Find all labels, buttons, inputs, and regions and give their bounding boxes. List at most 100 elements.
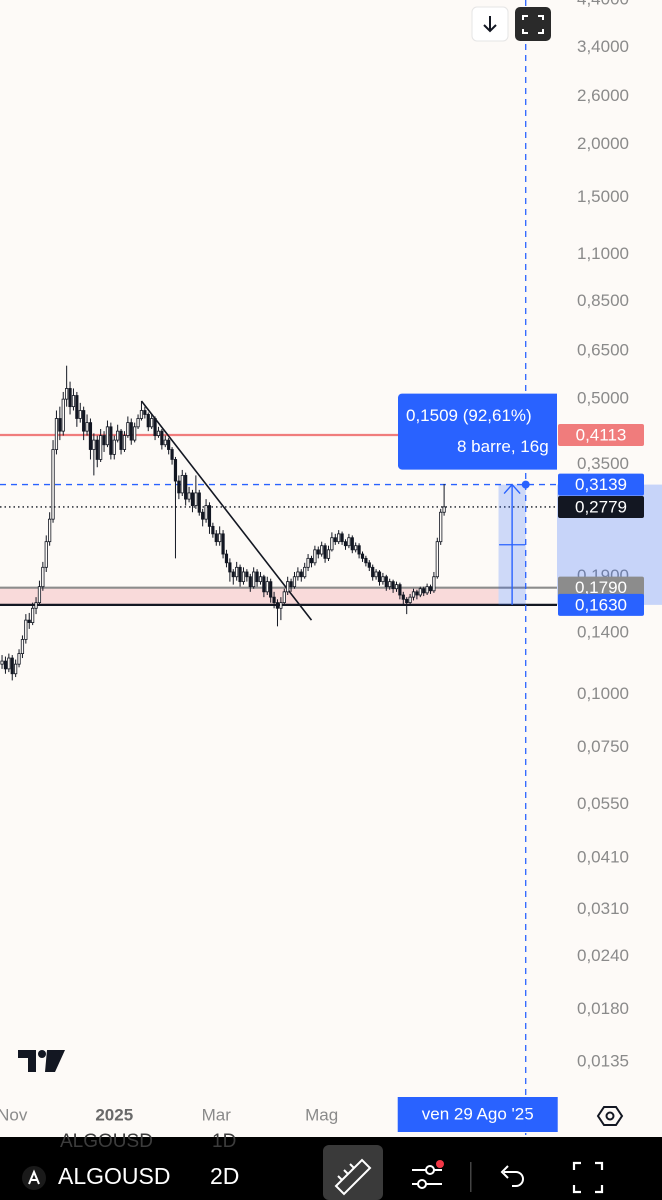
candle-body [248, 576, 252, 588]
candle-body [75, 395, 79, 419]
candle-body [211, 525, 215, 535]
candle-body [439, 511, 443, 543]
chart-settings-button[interactable] [596, 1106, 624, 1126]
candle-body [3, 660, 8, 670]
candle-body [187, 492, 191, 500]
candle-body [442, 506, 446, 513]
candle-body [255, 571, 259, 583]
candle-body [313, 549, 317, 564]
candle-body [425, 586, 429, 594]
fullscreen-toggle[interactable] [572, 1161, 604, 1194]
candle-body [143, 410, 147, 415]
candle-body [238, 566, 242, 583]
candle-body [167, 439, 171, 450]
tooltip-box [398, 393, 557, 470]
symbol-icon[interactable] [22, 1166, 46, 1190]
candle-body [279, 602, 283, 609]
candle-body [190, 492, 195, 506]
candle-body [432, 576, 436, 592]
tradingview-logo [18, 1050, 65, 1072]
candle-body [411, 591, 416, 598]
candle-body [61, 398, 65, 432]
interval[interactable]: 2D [210, 1163, 239, 1189]
y-tick-label: 1,1000 [577, 244, 629, 263]
candle-body [282, 591, 286, 604]
candle-body [173, 459, 178, 482]
ghost-symbol: ALGOUSD [60, 1131, 153, 1152]
candle-body [364, 557, 368, 564]
indicators-button[interactable] [412, 1160, 444, 1189]
candle-body [384, 576, 388, 588]
measure-tooltip: 0,1509 (92,61%) 8 barre, 16g [398, 393, 557, 470]
candle-body [296, 571, 300, 578]
overlay: 0,1509 (92,61%) 8 barre, 16g [398, 0, 557, 1135]
x-tick-label: Nov [0, 1105, 28, 1124]
toolbar-divider [470, 1162, 472, 1192]
candle-body [323, 545, 327, 559]
y-tick-label: 2,0000 [577, 134, 629, 153]
candle-body [394, 584, 399, 590]
candle-body [418, 588, 422, 596]
y-tick-label: 0,6500 [577, 340, 629, 359]
candle-body [71, 395, 76, 408]
candle-body [408, 596, 412, 604]
candle-body [92, 439, 96, 450]
candle-body [333, 537, 337, 543]
candle-body [78, 410, 82, 419]
price-tag [558, 473, 644, 496]
candle-body [275, 602, 280, 609]
candle-body [204, 505, 208, 520]
candle-body [265, 581, 269, 593]
candle-body [37, 586, 42, 604]
candle-body [163, 439, 167, 446]
support-zone [0, 587, 499, 605]
undo-button[interactable] [500, 1165, 524, 1187]
scroll-down-button[interactable] [471, 6, 509, 42]
candle-body [374, 571, 378, 578]
y-tick-label: 0,3500 [577, 454, 629, 473]
candle-body [82, 410, 86, 432]
candle-body [146, 414, 150, 428]
candle-body [0, 660, 4, 665]
candle-body [136, 418, 140, 428]
candle-body [34, 602, 38, 609]
candle-body [170, 449, 174, 460]
candle-body [20, 639, 25, 654]
measure-handle [521, 480, 530, 489]
candle-body [337, 533, 341, 543]
price-tag [558, 593, 644, 616]
symbol-name[interactable]: ALGOUSD [58, 1163, 170, 1189]
candle-body [129, 422, 133, 441]
plot-area [0, 365, 557, 681]
candle-body [343, 541, 348, 547]
candle-body [133, 426, 137, 441]
candle-body [194, 492, 198, 506]
y-tick-label: 0,1000 [577, 684, 629, 703]
candle-body [102, 435, 106, 446]
trendline [140, 400, 313, 621]
y-tick-label: 4,4000 [577, 0, 629, 8]
candle-body [245, 571, 249, 578]
candle-body [68, 388, 72, 408]
candle-body [177, 480, 181, 494]
candle-body [156, 430, 161, 436]
candle-body [269, 581, 273, 598]
candle-body [99, 435, 103, 460]
candle-body [150, 418, 154, 428]
measure-tool-button[interactable] [323, 1145, 383, 1200]
candle-body [306, 557, 310, 568]
candle-body [27, 619, 31, 623]
candle-body [231, 571, 235, 578]
candle-body [289, 581, 293, 588]
candle-body [122, 435, 127, 450]
candle-body [207, 505, 212, 527]
fullscreen-button[interactable] [515, 7, 551, 41]
candle-body [112, 439, 116, 455]
y-tick-label: 0,0750 [577, 737, 629, 756]
candle-body [367, 562, 371, 568]
candle-body [44, 541, 48, 568]
candle-body [320, 545, 324, 555]
y-tick-label: 0,0240 [577, 946, 629, 965]
